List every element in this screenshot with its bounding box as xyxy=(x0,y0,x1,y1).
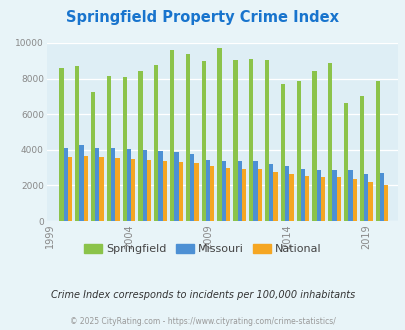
Bar xyxy=(280,84,284,221)
Bar xyxy=(83,156,88,221)
Bar xyxy=(174,152,178,221)
Bar xyxy=(296,81,300,221)
Bar xyxy=(289,174,293,221)
Bar xyxy=(190,154,194,221)
Bar xyxy=(158,151,162,221)
Bar xyxy=(359,96,363,221)
Bar xyxy=(122,77,126,221)
Bar xyxy=(126,149,131,221)
Bar xyxy=(138,71,142,221)
Bar xyxy=(264,60,269,221)
Bar xyxy=(194,163,198,221)
Bar xyxy=(336,178,340,221)
Bar xyxy=(327,62,332,221)
Bar xyxy=(273,172,277,221)
Bar xyxy=(367,182,372,221)
Bar xyxy=(185,54,190,221)
Bar xyxy=(352,179,356,221)
Bar xyxy=(253,161,257,221)
Bar xyxy=(375,81,379,221)
Bar xyxy=(162,161,166,221)
Bar xyxy=(311,71,316,221)
Bar xyxy=(343,104,347,221)
Legend: Springfield, Missouri, National: Springfield, Missouri, National xyxy=(80,239,325,258)
Bar xyxy=(383,184,388,221)
Bar xyxy=(284,166,289,221)
Bar xyxy=(63,148,68,221)
Bar xyxy=(316,170,320,221)
Bar xyxy=(75,66,79,221)
Bar xyxy=(221,160,226,221)
Bar xyxy=(154,65,158,221)
Bar xyxy=(249,59,253,221)
Bar xyxy=(131,159,135,221)
Bar xyxy=(201,61,205,221)
Bar xyxy=(170,50,174,221)
Bar xyxy=(142,150,147,221)
Bar xyxy=(95,148,99,221)
Bar xyxy=(205,160,210,221)
Bar xyxy=(68,157,72,221)
Bar xyxy=(233,60,237,221)
Bar xyxy=(300,169,304,221)
Bar xyxy=(237,161,241,221)
Bar xyxy=(111,148,115,221)
Bar xyxy=(79,145,83,221)
Bar xyxy=(363,174,367,221)
Bar xyxy=(379,173,383,221)
Bar xyxy=(226,168,230,221)
Text: © 2025 CityRating.com - https://www.cityrating.com/crime-statistics/: © 2025 CityRating.com - https://www.city… xyxy=(70,317,335,326)
Bar xyxy=(257,169,261,221)
Bar xyxy=(59,68,63,221)
Bar xyxy=(115,158,119,221)
Bar xyxy=(304,176,309,221)
Bar xyxy=(217,48,221,221)
Bar xyxy=(178,162,182,221)
Bar xyxy=(269,164,273,221)
Bar xyxy=(210,166,214,221)
Bar xyxy=(147,160,151,221)
Text: Springfield Property Crime Index: Springfield Property Crime Index xyxy=(66,10,339,25)
Bar xyxy=(241,169,245,221)
Bar xyxy=(332,170,336,221)
Bar xyxy=(99,157,103,221)
Bar xyxy=(320,177,324,221)
Bar xyxy=(107,76,111,221)
Bar xyxy=(347,170,352,221)
Text: Crime Index corresponds to incidents per 100,000 inhabitants: Crime Index corresponds to incidents per… xyxy=(51,290,354,300)
Bar xyxy=(91,92,95,221)
